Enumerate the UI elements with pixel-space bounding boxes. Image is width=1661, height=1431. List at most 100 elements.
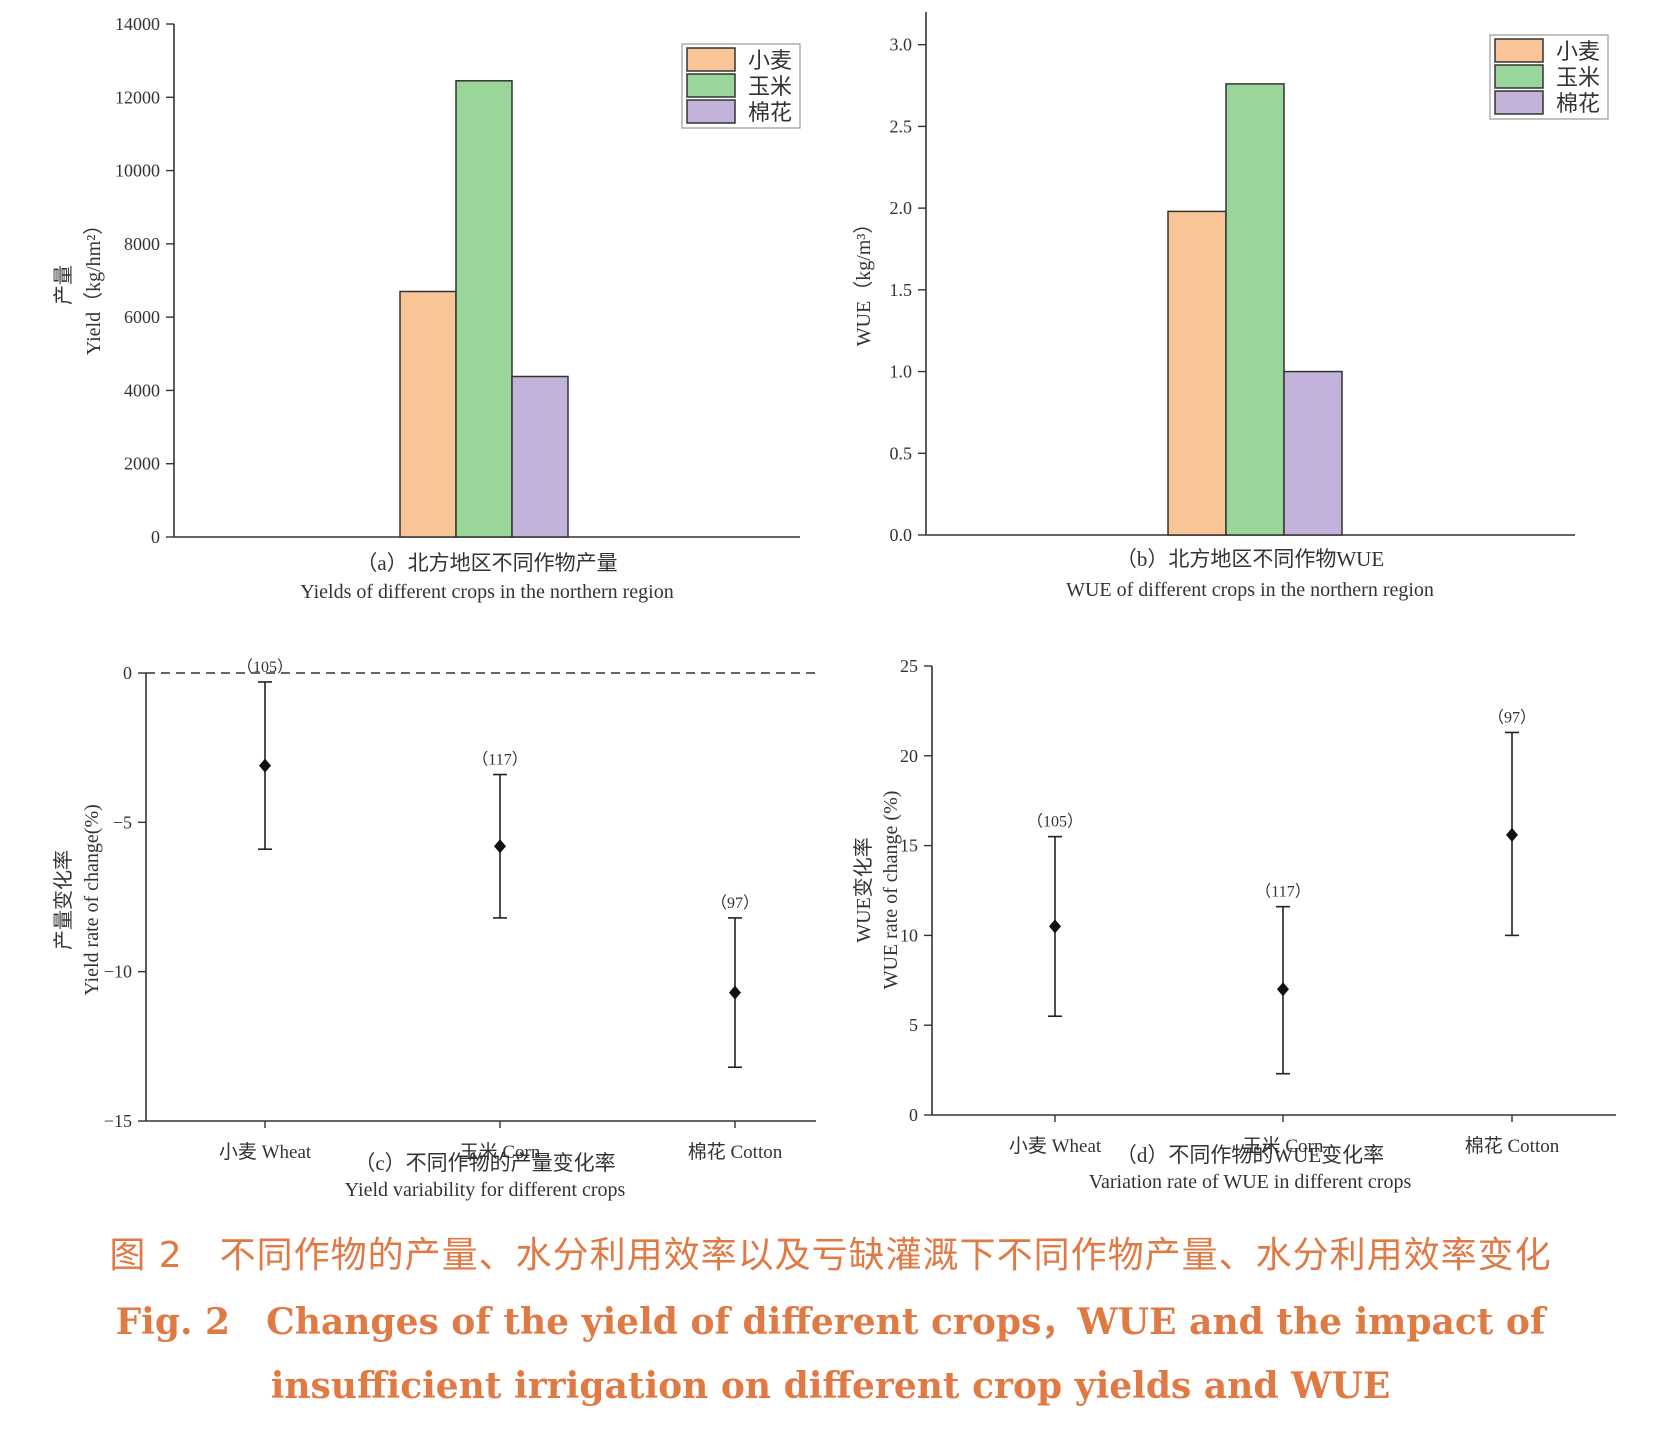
y-ticks: 0 2000 4000 6000 8000 10000 12000 14000 [115, 14, 174, 547]
error-bar-cotton: （97） [711, 894, 759, 1069]
y-tick-label: 10000 [115, 161, 160, 181]
chart-b-wue: 0.0 0.5 1.0 1.5 2.0 2.5 3.0 WUE（kg/m³） 小麦 玉米 棉… [852, 12, 1609, 601]
caption-d-en: Variation rate of WUE in different crops [1089, 1171, 1412, 1193]
legend-label-wheat: 小麦 [1556, 39, 1600, 64]
legend-swatch-cotton [686, 99, 736, 124]
y-tick-label: 20 [900, 746, 918, 766]
sample-size-label-corn: （117） [472, 751, 527, 769]
bar-corn [455, 80, 513, 538]
y-tick-label: 0 [151, 527, 160, 547]
caption-a-cn: （a）北方地区不同作物产量 [356, 551, 617, 575]
sample-size-label-wheat: （105） [1027, 813, 1083, 831]
bar-corn [1225, 83, 1285, 536]
legend-label-cotton: 棉花 [1556, 91, 1600, 116]
y-tick-label: 8000 [124, 234, 160, 254]
mean-point-corn [1277, 982, 1289, 997]
x-tick-label-corn: 玉米 Corn [460, 1141, 541, 1163]
y-tick-label: 2.5 [890, 116, 913, 136]
sample-size-label-wheat: （105） [237, 658, 293, 676]
legend-swatch-corn [1494, 64, 1544, 89]
y-tick-label: 10 [900, 925, 918, 945]
legend-swatch-wheat [1494, 38, 1544, 63]
y-tick-label: 6000 [124, 307, 160, 327]
y-axis-label-en: WUE rate of change (%) [880, 791, 902, 990]
caption-b-cn: （b）北方地区不同作物WUE [1116, 547, 1384, 571]
y-tick-label: 3.0 [890, 35, 913, 55]
legend: 小麦 玉米 棉花 [1489, 34, 1609, 120]
y-tick-label: 12000 [115, 87, 160, 107]
caption-c-cn: （c）不同作物的产量变化率 [354, 1151, 615, 1175]
y-axis-label-cn: 产量变化率 [52, 850, 75, 950]
error-bar-corn: （117） [472, 751, 528, 919]
x-tick-label-wheat: 小麦 Wheat [1009, 1135, 1102, 1157]
error-bar-wheat: （105） [237, 658, 293, 851]
caption-a-en: Yields of different crops in the norther… [300, 581, 673, 603]
x-tick-label-cotton: 棉花 Cotton [688, 1141, 783, 1163]
y-tick-label: 15 [900, 836, 918, 856]
y-tick-label: 4000 [124, 380, 160, 400]
chart-a-yield: 0 2000 4000 6000 8000 10000 12000 14000 产量 Yiel… [52, 14, 801, 603]
y-tick-label: 0.5 [890, 443, 913, 463]
chart-d-wue-change: 0 5 10 15 20 25 小麦 Wheat 玉米 Corn 棉花 Cotton （105… [852, 656, 1616, 1193]
legend-swatch-corn [686, 73, 736, 98]
error-bar-wheat: （105） [1027, 813, 1083, 1018]
mean-point-corn [494, 839, 506, 854]
y-tick-label: −10 [104, 962, 132, 982]
y-tick-label: −5 [113, 812, 132, 832]
sample-size-label-cotton: （97） [711, 894, 759, 912]
legend-label-cotton: 棉花 [748, 100, 792, 125]
figure-caption: 图 2 不同作物的产量、水分利用效率以及亏缺灌溉下不同作物产量、水分利用效率变化… [0, 1228, 1661, 1418]
x-tick-label-wheat: 小麦 Wheat [219, 1141, 312, 1163]
error-bar-corn: （117） [1255, 883, 1311, 1075]
y-tick-label: 14000 [115, 14, 160, 34]
y-tick-label: 0 [909, 1105, 918, 1125]
mean-point-cotton [1506, 827, 1518, 842]
legend-label-wheat: 小麦 [748, 48, 792, 73]
y-axis-label-cn: 产量 [52, 265, 75, 305]
y-tick-label: 5 [909, 1015, 918, 1035]
bar-wheat [1167, 210, 1227, 536]
error-bars: （105） （117） （97） [237, 658, 759, 1069]
sample-size-label-corn: （117） [1255, 883, 1310, 901]
y-ticks: 0.0 0.5 1.0 1.5 2.0 2.5 3.0 [890, 35, 926, 545]
figure-caption-en: Fig. 2 Changes of the yield of different… [115, 1301, 1546, 1407]
caption-d-cn: （d）不同作物的WUE变化率 [1116, 1143, 1384, 1167]
legend-swatch-cotton [1494, 90, 1544, 115]
chart-c-yield-change: −15 −10 −5 0 小麦 Wheat 玉米 Corn 棉花 Cotton （105）… [52, 658, 816, 1201]
legend-label-corn: 玉米 [1556, 65, 1600, 90]
y-axis-label-en: WUE（kg/m³） [852, 214, 875, 347]
y-tick-label: 0.0 [890, 525, 913, 545]
legend-swatch-wheat [686, 47, 736, 72]
bars [399, 80, 569, 538]
error-bar-cotton: （97） [1488, 708, 1536, 937]
y-tick-label: 0 [123, 663, 132, 683]
y-tick-label: −15 [104, 1111, 132, 1131]
sample-size-label-cotton: （97） [1488, 708, 1536, 726]
bar-cotton [1283, 370, 1343, 536]
y-axis-label-en: Yield rate of change(%) [81, 804, 103, 996]
y-ticks: 0 5 10 15 20 25 [900, 656, 932, 1125]
bars [1167, 83, 1343, 536]
y-tick-label: 1.5 [890, 280, 913, 300]
y-axis-label-cn: WUE变化率 [852, 837, 875, 943]
x-ticks: 小麦 Wheat 玉米 Corn 棉花 Cotton [219, 1121, 783, 1163]
legend-label-corn: 玉米 [748, 74, 792, 99]
legend: 小麦 玉米 棉花 [681, 43, 801, 129]
y-tick-label: 2000 [124, 454, 160, 474]
y-tick-label: 1.0 [890, 362, 913, 382]
error-bars: （105） （117） （97） [1027, 708, 1536, 1075]
bar-wheat [399, 290, 457, 538]
figure-caption-cn: 图 2 不同作物的产量、水分利用效率以及亏缺灌溉下不同作物产量、水分利用效率变化 [109, 1235, 1552, 1276]
y-tick-label: 25 [900, 656, 918, 676]
caption-c-en: Yield variability for different crops [345, 1179, 626, 1201]
mean-point-wheat [259, 758, 271, 773]
y-axis-label-en: Yield（kg/hm²） [82, 215, 105, 355]
caption-b-en: WUE of different crops in the northern r… [1066, 579, 1434, 601]
bar-cotton [511, 375, 569, 538]
mean-point-wheat [1049, 919, 1061, 934]
x-tick-label-cotton: 棉花 Cotton [1465, 1135, 1560, 1157]
x-ticks: 小麦 Wheat 玉米 Corn 棉花 Cotton [1009, 1115, 1560, 1157]
mean-point-cotton [729, 985, 741, 1000]
x-tick-label-corn: 玉米 Corn [1243, 1135, 1324, 1157]
y-tick-label: 2.0 [890, 198, 913, 218]
